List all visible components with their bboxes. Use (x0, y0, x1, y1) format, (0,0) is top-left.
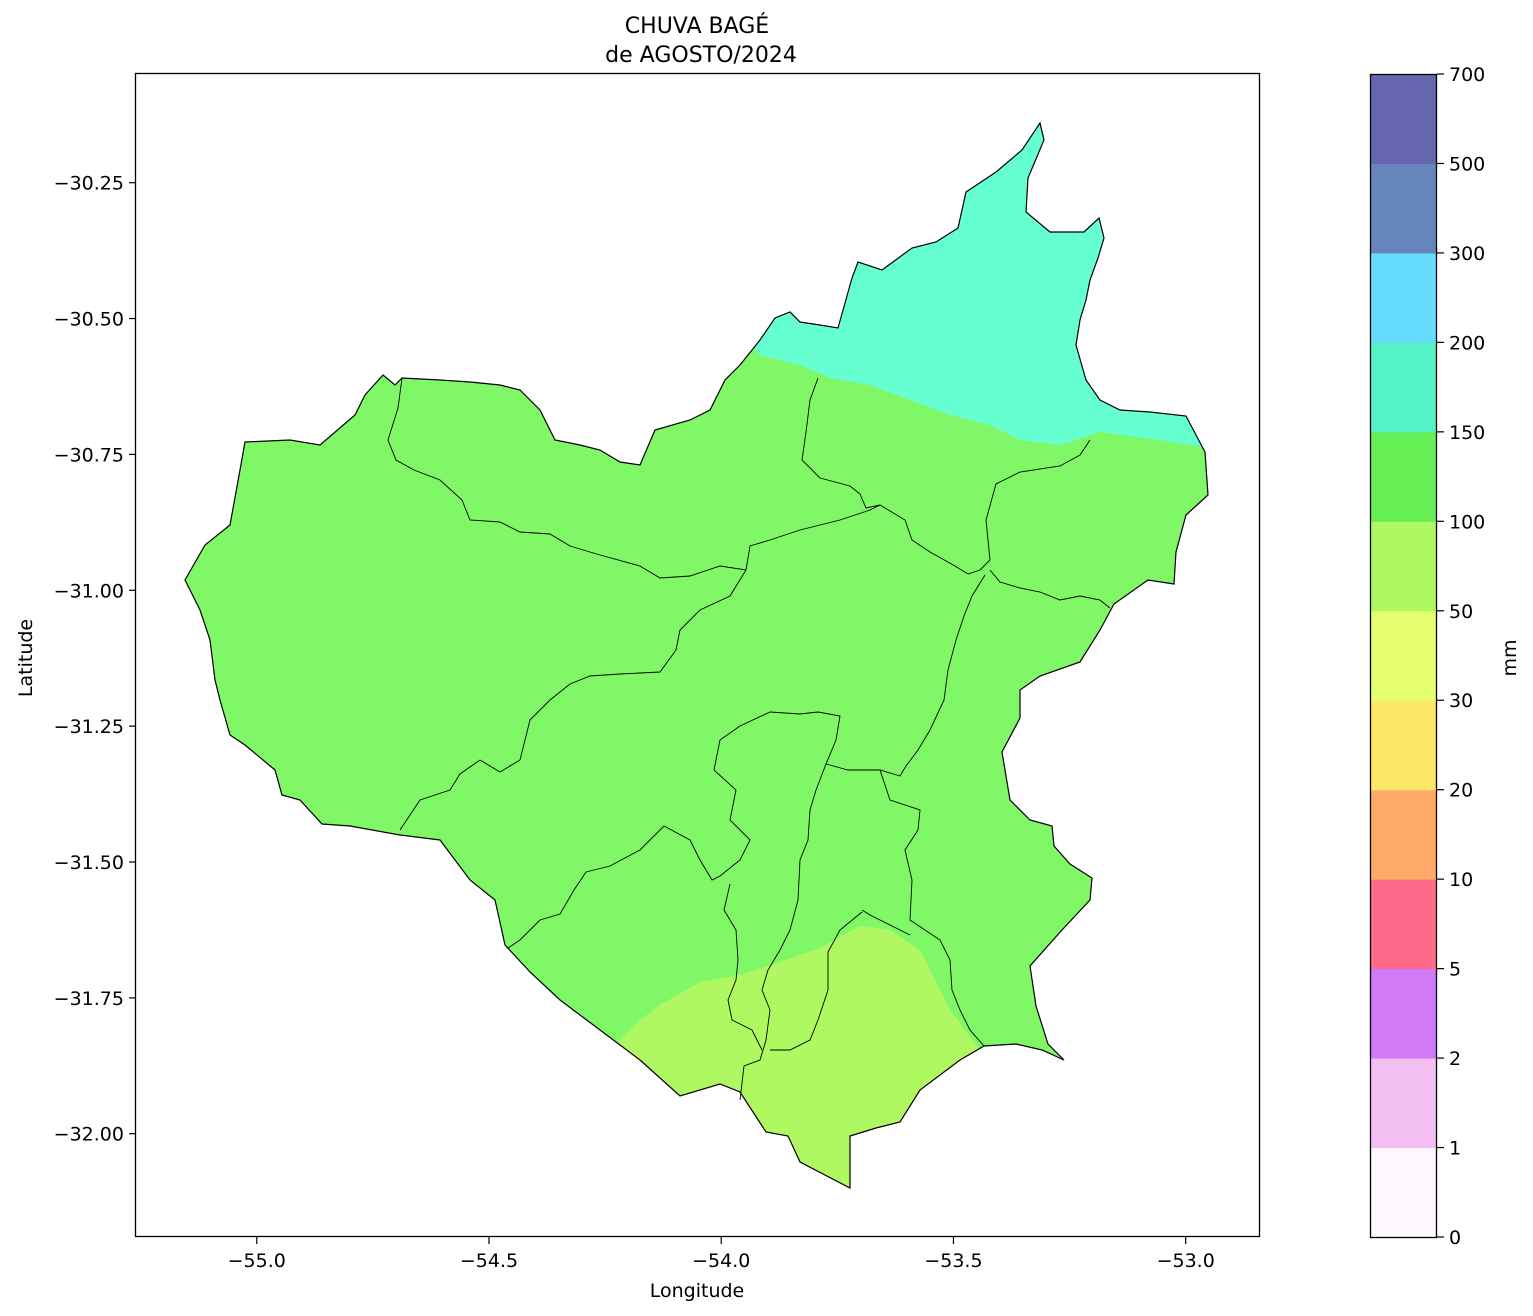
colorbar: 0 1 2 5 10 20 30 50 100 150 200 300 500 700 (1370, 64, 1485, 1249)
colorbar-segment (1370, 700, 1437, 791)
y-tick-label: −31.25 (54, 716, 124, 738)
boundary-line (723, 883, 763, 1051)
colorbar-segment (1370, 431, 1437, 522)
colorbar-frame (1369, 73, 1438, 1239)
colorbar-tick-label: 1 (1449, 1138, 1461, 1160)
boundary-line (770, 911, 863, 1051)
map-title-line2: de AGOSTO/2024 (605, 43, 797, 68)
x-tick-label: −53.5 (924, 1250, 982, 1272)
y-tick-label: −30.50 (54, 309, 124, 331)
colorbar-tick-label: 200 (1449, 332, 1485, 354)
map-frame (134, 72, 1261, 1238)
municipality-boundaries (387, 377, 1111, 1101)
map-title-line1: CHUVA BAGÉ (625, 13, 769, 39)
colorbar-tick-label: 0 (1449, 1227, 1461, 1249)
colorbar-segment (1370, 789, 1437, 880)
colorbar-tick-label: 150 (1449, 422, 1485, 444)
colorbar-tick-label: 2 (1449, 1048, 1461, 1070)
colorbar-segment (1370, 968, 1437, 1059)
x-axis: −55.0 −54.5 −54.0 −53.5 −53.0 (228, 1237, 1215, 1272)
y-tick-label: −31.00 (54, 580, 124, 602)
y-tick-label: −30.75 (54, 444, 124, 466)
colorbar-segment (1370, 74, 1437, 164)
colorbar-segment (1370, 1058, 1437, 1149)
boundary-line (879, 769, 985, 1047)
colorbar-tick-label: 50 (1449, 601, 1473, 623)
colorbar-segment (1370, 521, 1437, 612)
colorbar-tick-label: 100 (1449, 511, 1485, 533)
y-axis: −30.25 −30.50 −30.75 −31.00 −31.25 −31.50 −31.… (54, 173, 136, 1146)
y-tick-label: −31.50 (54, 852, 124, 874)
boundary-line (989, 569, 1111, 609)
boundary-line (739, 574, 986, 1101)
x-tick-label: −54.5 (460, 1250, 518, 1272)
colorbar-segment (1370, 252, 1437, 343)
y-axis-label: Latitude (15, 619, 37, 697)
x-tick-label: −55.0 (228, 1250, 286, 1272)
boundary-line (861, 909, 911, 936)
y-tick-label: −30.25 (54, 173, 124, 195)
colorbar-tick-label: 30 (1449, 690, 1473, 712)
colorbar-label: mm (1499, 639, 1521, 676)
boundary-line (507, 711, 841, 949)
x-tick-label: −53.0 (1157, 1250, 1215, 1272)
boundary-line (801, 377, 1091, 575)
colorbar-segment (1370, 342, 1437, 433)
y-tick-label: −32.00 (54, 1124, 124, 1146)
colorbar-segment (1370, 879, 1437, 970)
boundary-line (387, 377, 881, 579)
colorbar-tick-label: 500 (1449, 153, 1485, 175)
colorbar-segment (1370, 163, 1437, 254)
colorbar-tick-label: 20 (1449, 780, 1473, 802)
x-axis-label: Longitude (650, 1280, 745, 1302)
colorbar-segment (1370, 1147, 1437, 1238)
colorbar-tick-label: 5 (1449, 959, 1461, 981)
colorbar-tick-label: 10 (1449, 869, 1473, 891)
colorbar-tick-label: 300 (1449, 243, 1485, 265)
rainfall-zones (185, 123, 1208, 1188)
y-tick-label: −31.75 (54, 988, 124, 1010)
x-tick-label: −54.0 (692, 1250, 750, 1272)
colorbar-tick-label: 700 (1449, 64, 1485, 86)
colorbar-segment (1370, 610, 1437, 701)
boundary-line (399, 569, 747, 831)
